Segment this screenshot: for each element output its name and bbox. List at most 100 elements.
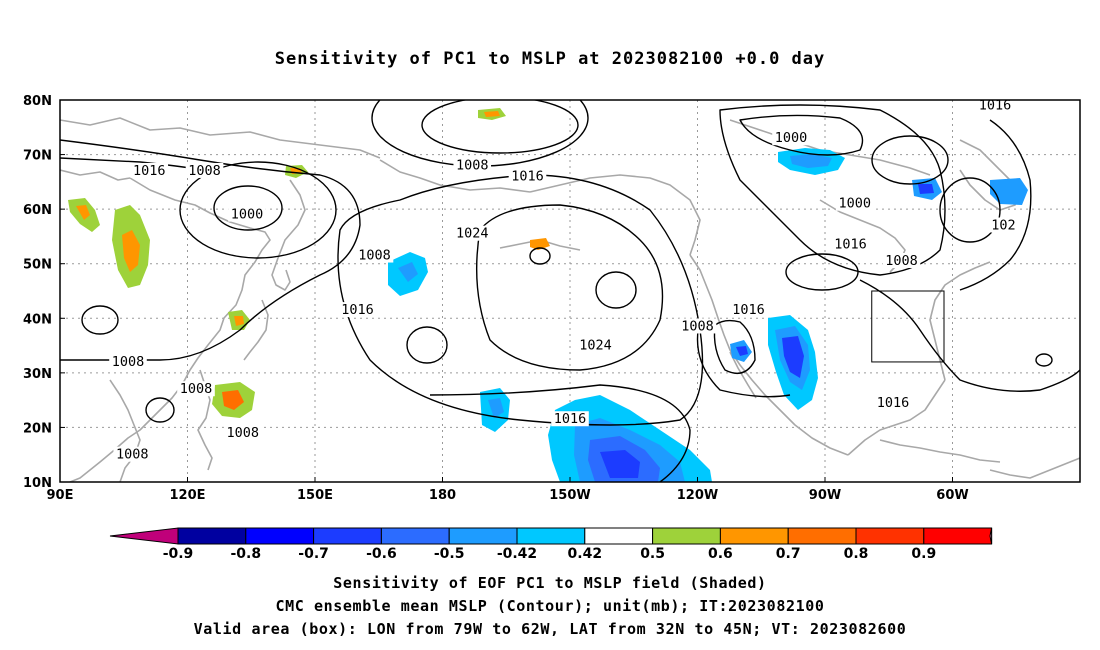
contour-1016-atlantic — [859, 279, 1080, 392]
contour-label-bg — [109, 353, 147, 369]
colorbar-tick-label: -0.6 — [366, 546, 397, 562]
contour-1008-asia — [60, 139, 361, 361]
coastline-caribbean — [879, 439, 1001, 463]
coastline-kamchatka — [271, 179, 306, 291]
contour-label: 1008 — [681, 318, 714, 334]
colorbar-box — [516, 527, 586, 545]
longitude-label: 120E — [169, 488, 205, 503]
latitude-label: 60N — [23, 203, 52, 218]
shade-orange-arctic — [484, 111, 500, 117]
contour-label: 1016 — [877, 395, 910, 411]
contour-label: 1008 — [885, 253, 918, 269]
colorbar-box — [719, 527, 789, 545]
longitude-label: 150E — [297, 488, 333, 503]
colorbar-tick-label: 0.6 — [708, 546, 733, 562]
colorbar-tick-label: 0.7 — [776, 546, 801, 562]
contour-label-bg — [113, 446, 152, 462]
colorbar-tick-label: -0.8 — [230, 546, 261, 562]
contour-label-bg — [223, 424, 262, 440]
contour-label: 102 — [991, 218, 1015, 234]
shade-orange-nw — [76, 205, 90, 220]
contour-label: 1016 — [511, 168, 544, 184]
longitude-labels: 90E 120E 150E 180 150W 120W 90W 60W — [47, 477, 969, 503]
latitude-label: 10N — [23, 476, 52, 491]
contour-1016-subtropical — [429, 384, 691, 482]
coastline-gulf — [847, 379, 946, 456]
colorbar — [109, 527, 993, 545]
coastline-japan — [243, 299, 269, 361]
shade-dark-baja-small — [736, 346, 748, 356]
contour-label-bg — [835, 195, 874, 211]
contour-label-bg — [228, 206, 266, 222]
shade-dark-california — [782, 336, 804, 378]
coastline-sa — [989, 457, 1080, 479]
contour-high-center-3 — [406, 326, 448, 364]
shade-mid-hudson — [790, 154, 832, 168]
coastlines — [60, 117, 1080, 482]
shade-blue-greenland — [990, 178, 1028, 205]
shade-dark-labrador — [918, 184, 934, 194]
contour-1008-canada — [719, 104, 946, 276]
latitude-label: 20N — [23, 421, 52, 436]
colorbar-tick-label: -0.42 — [497, 546, 537, 562]
shade-blue-datelinenorth-2 — [398, 262, 418, 282]
contour-label-bg — [338, 302, 377, 318]
shade-darkest-subtropics — [600, 450, 640, 478]
caption-line-2: CMC ensemble mean MSLP (Contour); unit(m… — [275, 597, 825, 615]
colorbar-box — [448, 527, 518, 545]
contour-label: 1008 — [188, 163, 221, 179]
contour-label-bg — [882, 252, 921, 268]
contour-label-bg — [874, 394, 912, 410]
contour-low-kamchatka-outer — [179, 161, 337, 259]
contour-high-arctic — [421, 100, 579, 154]
contour-label: 1008 — [112, 354, 145, 370]
coastline-baja — [729, 351, 757, 399]
coastline-arctic-russia — [60, 117, 381, 159]
contour-high-center-1 — [595, 271, 637, 309]
contour-label: 1008 — [358, 248, 391, 264]
contour-1000-canada — [739, 114, 864, 156]
contour-label: 1016 — [732, 302, 765, 318]
latitude-label: 30N — [23, 367, 52, 382]
longitude-label: 180 — [429, 488, 456, 503]
colorbar-tick-label: -0.9 — [163, 546, 194, 562]
contour-1024-pacific — [475, 204, 664, 371]
contour-label: 1016 — [341, 302, 374, 318]
colorbar-box — [652, 527, 721, 545]
contour-label-bg — [976, 97, 1014, 113]
contour-label: 1008 — [180, 381, 213, 397]
colorbar-box — [787, 527, 857, 545]
coastline-eastcoast-na — [929, 261, 991, 381]
colorbar-tick-label: 0.42 — [568, 546, 603, 562]
contour-1016-pacific — [337, 174, 704, 426]
contour-label: 1016 — [834, 237, 867, 253]
contour-label: 1016 — [979, 97, 1012, 113]
contour-label-bg — [177, 381, 215, 397]
colorbar-box — [855, 527, 925, 545]
contour-small-1 — [81, 305, 119, 335]
contour-label-bg — [988, 217, 1019, 233]
colorbar-tick-labels: -0.9 -0.8 -0.7 -0.6 -0.5 -0.42 0.42 0.5 0.6 0.7 0.… — [163, 546, 937, 562]
caption-line-1: Sensitivity of EOF PC1 to MSLP field (Sh… — [333, 574, 767, 592]
caption-line-3: Valid area (box): LON from 79W to 62W, L… — [193, 620, 907, 638]
contour-label: 1008 — [116, 447, 149, 463]
colorbar-tick-label: 0.9 — [911, 546, 936, 562]
contour-1016-asia — [60, 157, 191, 169]
shade-orange-korea — [234, 316, 244, 326]
contour-label-bg — [729, 302, 768, 318]
latitude-label: 80N — [23, 94, 52, 109]
colorbar-tick-label: -0.7 — [298, 546, 329, 562]
contour-label-bg — [831, 236, 870, 252]
contour-label: 1008 — [226, 425, 259, 441]
contour-label-bg — [453, 225, 492, 241]
coastline-westcoast-na — [689, 254, 849, 456]
shade-blue-hawaii-north-2 — [488, 398, 504, 418]
contour-label-bg — [508, 168, 547, 184]
longitude-label: 150W — [549, 488, 590, 503]
contour-labels: 1016 1008 1000 1008 1016 1008 1008 1008 1008 1008… — [109, 97, 1019, 463]
contour-label: 1016 — [133, 163, 166, 179]
contour-1016-eastpac — [696, 319, 791, 398]
contour-label-bg — [576, 337, 615, 353]
colorbar-box — [245, 527, 315, 545]
contour-label-bg — [678, 318, 717, 334]
